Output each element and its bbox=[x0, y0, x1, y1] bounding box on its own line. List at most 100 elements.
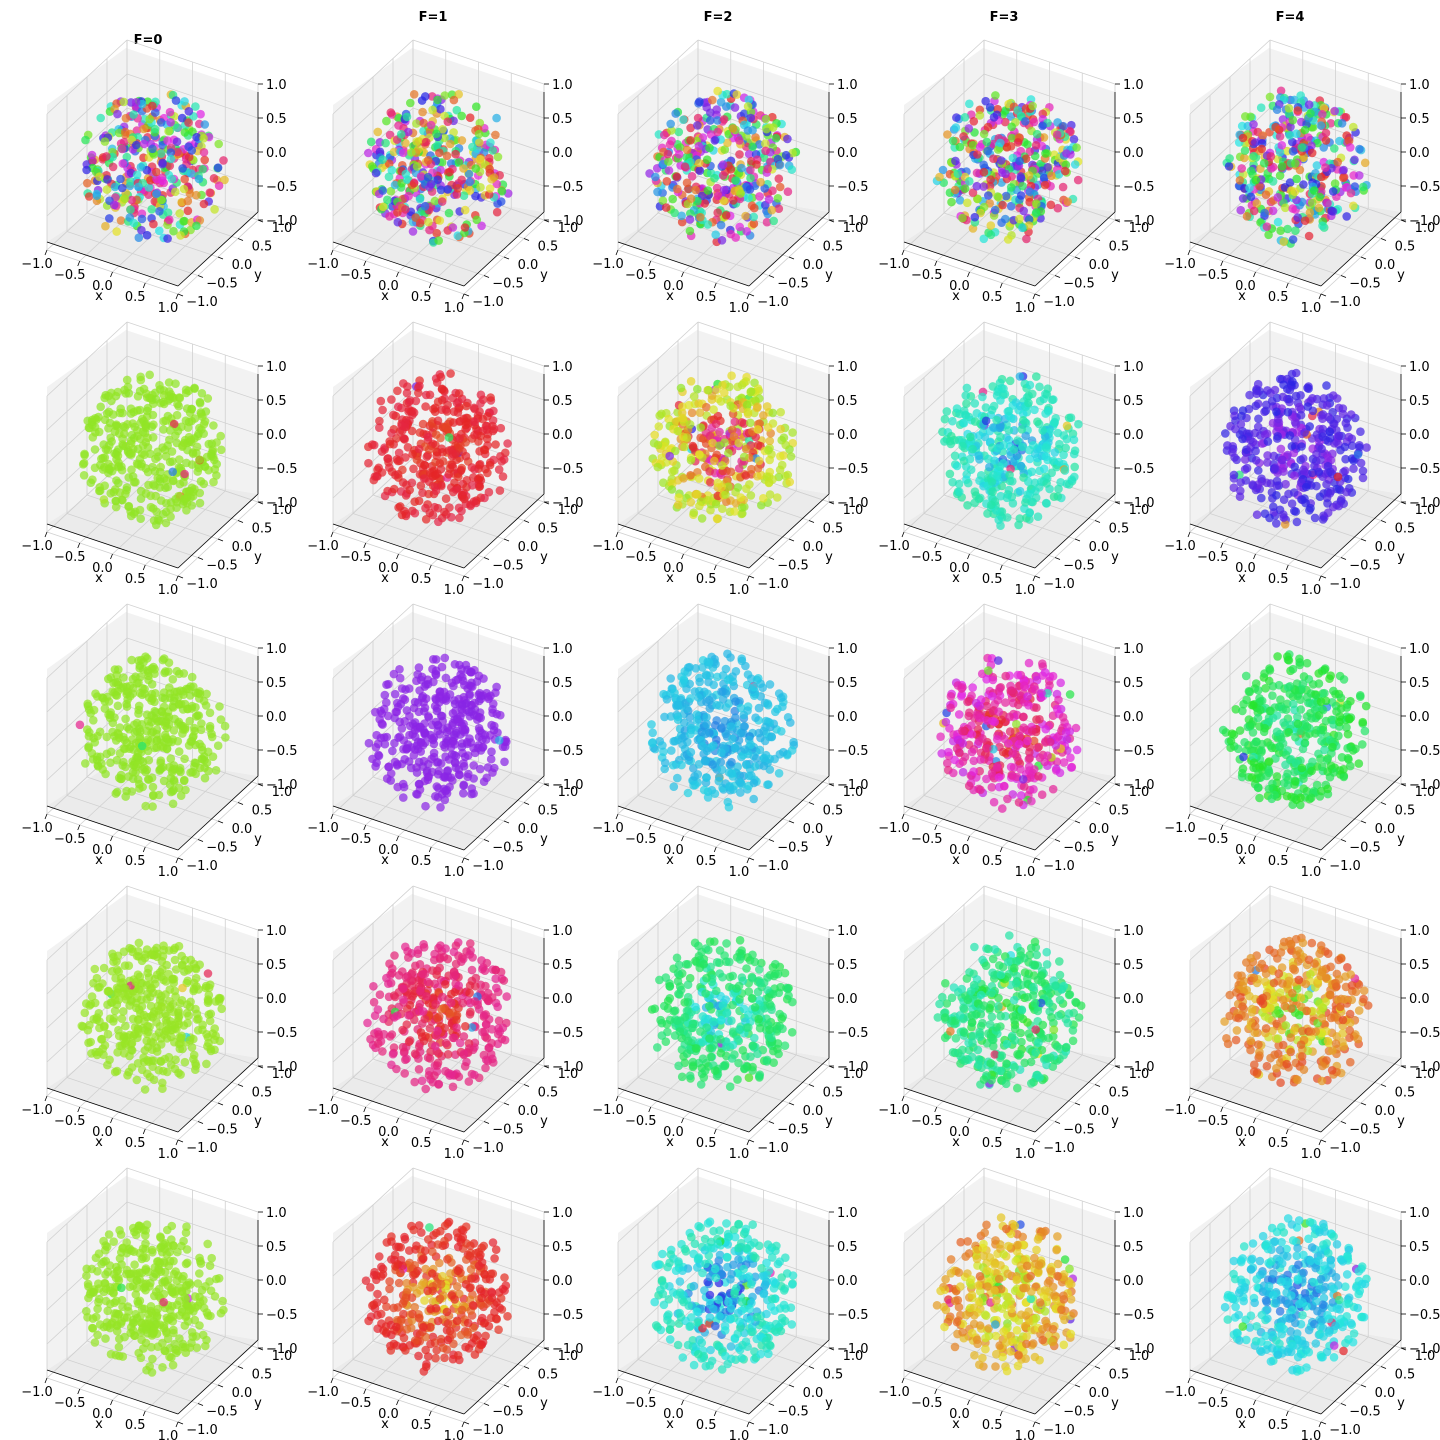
y-tick bbox=[543, 219, 550, 223]
y-tick-label: 0.0 bbox=[803, 540, 824, 555]
data-point bbox=[705, 143, 714, 153]
data-point bbox=[1003, 513, 1012, 522]
data-point bbox=[1292, 129, 1301, 138]
data-point bbox=[673, 184, 682, 194]
data-point bbox=[450, 478, 459, 487]
data-point bbox=[1321, 128, 1331, 138]
data-point bbox=[724, 448, 733, 458]
data-point bbox=[437, 395, 447, 405]
data-point bbox=[996, 156, 1006, 165]
data-point bbox=[114, 730, 123, 739]
data-point bbox=[668, 194, 677, 204]
data-point bbox=[1015, 372, 1025, 381]
column-titles: F=0 F=1 F=2 F=3 F=4 bbox=[134, 10, 1305, 48]
data-point bbox=[762, 217, 772, 227]
y-tick bbox=[237, 802, 244, 805]
data-point bbox=[82, 165, 91, 175]
data-point bbox=[768, 186, 777, 195]
y-tick-label: −0.5 bbox=[1349, 277, 1381, 292]
data-point bbox=[195, 694, 204, 703]
x-tick bbox=[44, 813, 48, 820]
data-point bbox=[943, 130, 952, 139]
y-tick bbox=[1340, 557, 1347, 560]
y-tick bbox=[177, 293, 184, 297]
data-point bbox=[940, 414, 950, 424]
y-tick-label: 1.0 bbox=[843, 503, 864, 518]
data-point bbox=[165, 107, 175, 117]
x-tick-label: 0.0 bbox=[378, 279, 399, 294]
data-point bbox=[970, 417, 980, 426]
data-point bbox=[1312, 449, 1321, 459]
data-point bbox=[453, 231, 463, 240]
data-point bbox=[196, 477, 206, 486]
data-point bbox=[101, 445, 111, 454]
x-axis-label: x bbox=[95, 289, 103, 304]
data-point bbox=[1355, 144, 1364, 154]
data-point bbox=[1339, 165, 1348, 175]
data-point bbox=[1016, 191, 1026, 200]
data-point bbox=[132, 126, 142, 135]
data-point bbox=[145, 370, 154, 380]
data-point bbox=[1322, 480, 1331, 489]
data-point bbox=[418, 107, 427, 117]
data-point bbox=[1024, 398, 1033, 408]
data-point bbox=[1006, 183, 1016, 192]
data-point bbox=[446, 139, 455, 149]
y-axis-label: y bbox=[825, 268, 833, 283]
data-point bbox=[978, 392, 987, 402]
data-point bbox=[1073, 175, 1083, 185]
data-point bbox=[1015, 156, 1024, 166]
data-point bbox=[108, 718, 118, 728]
data-point bbox=[446, 369, 455, 378]
data-point bbox=[1242, 463, 1252, 473]
data-point bbox=[702, 155, 712, 164]
data-point bbox=[653, 462, 663, 472]
data-point bbox=[986, 175, 995, 184]
data-point bbox=[674, 127, 684, 137]
data-point bbox=[1273, 432, 1282, 441]
data-point bbox=[1236, 419, 1246, 429]
data-point bbox=[135, 386, 145, 396]
data-point bbox=[200, 773, 210, 783]
data-point bbox=[1256, 103, 1266, 112]
z-tick-label: 0.0 bbox=[1409, 146, 1430, 161]
data-point bbox=[1060, 466, 1070, 475]
data-point bbox=[730, 507, 739, 516]
data-point bbox=[423, 156, 433, 165]
data-point bbox=[159, 776, 169, 786]
data-point bbox=[654, 422, 664, 431]
data-point bbox=[1262, 400, 1271, 410]
data-point bbox=[759, 411, 768, 420]
data-point bbox=[1291, 226, 1300, 235]
data-point bbox=[381, 138, 390, 148]
data-point bbox=[110, 182, 120, 192]
x-axis-label: x bbox=[381, 571, 389, 586]
data-point bbox=[166, 148, 176, 157]
data-point bbox=[90, 445, 100, 454]
data-point bbox=[151, 454, 160, 464]
data-point bbox=[195, 399, 205, 408]
y-tick-label: 1.0 bbox=[1129, 503, 1150, 518]
z-tick-label: 0.0 bbox=[266, 146, 287, 161]
data-point bbox=[83, 701, 93, 711]
data-point bbox=[213, 163, 223, 172]
x-tick-label: 1.0 bbox=[158, 301, 179, 316]
data-point bbox=[183, 206, 193, 216]
data-point bbox=[95, 172, 104, 181]
y-tick-label: −1.0 bbox=[1329, 577, 1361, 592]
data-point bbox=[730, 103, 740, 112]
y-tick-label: 0.0 bbox=[232, 822, 253, 837]
data-point bbox=[748, 142, 757, 152]
data-point bbox=[958, 213, 967, 223]
x-tick-label: 1.0 bbox=[729, 583, 750, 598]
data-point bbox=[432, 228, 441, 238]
data-point bbox=[433, 416, 443, 425]
data-point bbox=[969, 117, 979, 126]
data-point bbox=[768, 408, 778, 418]
x-tick bbox=[142, 282, 146, 289]
data-point bbox=[118, 682, 128, 691]
data-point bbox=[113, 387, 123, 397]
data-point bbox=[156, 756, 166, 765]
data-point bbox=[968, 140, 978, 150]
data-point bbox=[1053, 428, 1063, 438]
